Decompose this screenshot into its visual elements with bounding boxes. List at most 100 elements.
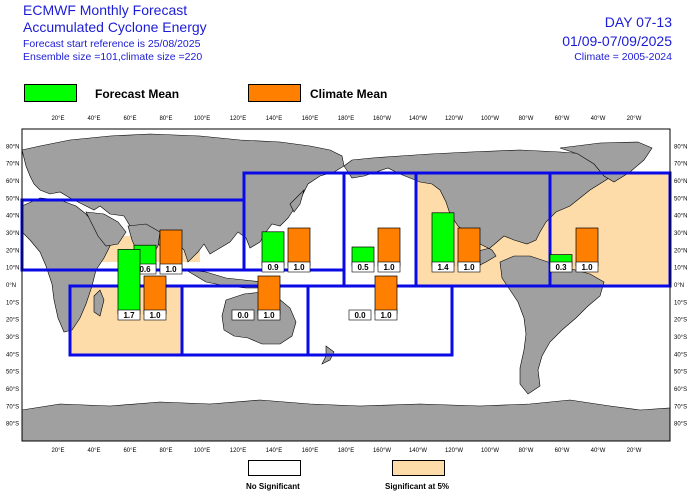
y-tick-label-left: 70°N — [6, 162, 19, 168]
bar-forecast-eastern-north-pacific — [431, 212, 455, 267]
x-tick-label-bottom: 100°W — [481, 448, 499, 454]
title-line-2: Accumulated Cyclone Energy — [23, 19, 207, 35]
y-tick-label-right: 40°S — [674, 352, 687, 358]
x-tick-label-bottom: 100°E — [194, 448, 210, 454]
x-tick-label-top: 100°W — [481, 116, 499, 122]
x-tick-label-bottom: 160°W — [373, 448, 391, 454]
value-label-climate-central-north-pacific: 1.0 — [383, 263, 395, 272]
y-tick-label-right: 60°N — [674, 179, 687, 185]
value-label-climate-eastern-north-pacific: 1.0 — [463, 263, 475, 272]
y-tick-label-right: 50°N — [674, 196, 687, 202]
value-label-forecast-central-north-pacific: 0.5 — [357, 263, 369, 272]
bar-climate-western-north-pacific — [287, 227, 311, 267]
y-tick-label-right: 60°S — [674, 387, 687, 393]
value-box-forecast-central-north-pacific — [351, 261, 375, 273]
value-box-forecast-western-north-pacific — [261, 261, 285, 273]
y-tick-label-left: 10°S — [6, 300, 19, 306]
map-frame — [21, 128, 671, 442]
legend-climate-swatch — [248, 84, 301, 102]
footer-no-significant-label: No Significant — [246, 482, 300, 491]
x-tick-label-bottom: 80°E — [159, 448, 172, 454]
x-tick-label-top: 20°E — [51, 116, 64, 122]
value-label-forecast-south-west-indian: 1.7 — [123, 311, 135, 320]
y-tick-label-left: 80°S — [6, 422, 19, 428]
bar-climate-north-indian — [159, 229, 183, 269]
x-tick-label-top: 100°E — [194, 116, 210, 122]
y-tick-label-left: 50°N — [6, 196, 19, 202]
bar-climate-south-west-indian — [143, 275, 167, 315]
x-tick-label-bottom: 120°E — [230, 448, 246, 454]
x-tick-label-bottom: 140°W — [409, 448, 427, 454]
footer-significant-label: Significant at 5% — [385, 482, 450, 491]
x-tick-label-top: 140°W — [409, 116, 427, 122]
bar-climate-north-atlantic — [575, 227, 599, 267]
bar-forecast-south-west-indian — [117, 249, 141, 315]
y-tick-label-left: 70°S — [6, 404, 19, 410]
legend-climate-label: Climate Mean — [310, 87, 388, 101]
land-europe-asia — [21, 133, 345, 263]
value-label-climate-western-north-pacific: 1.0 — [293, 263, 305, 272]
forecast-start-text: Forecast start reference is 25/08/2025 — [23, 38, 201, 50]
y-tick-label-right: 10°S — [674, 300, 687, 306]
value-label-forecast-australian: 0.0 — [237, 311, 249, 320]
value-label-forecast-western-north-pacific: 0.9 — [267, 263, 279, 272]
y-tick-label-right: 10°N — [674, 266, 687, 272]
value-box-climate-north-indian — [159, 263, 183, 275]
value-label-forecast-north-indian: 0.6 — [139, 265, 151, 274]
y-tick-label-left: 80°N — [6, 144, 19, 150]
x-tick-label-bottom: 80°W — [519, 448, 534, 454]
x-tick-label-top: 160°W — [373, 116, 391, 122]
bar-climate-south-pacific — [374, 275, 398, 315]
legend-forecast-swatch — [24, 84, 77, 102]
y-tick-label-right: 20°N — [674, 248, 687, 254]
y-tick-label-left: 40°N — [6, 214, 19, 220]
bar-climate-australian — [257, 275, 281, 315]
y-tick-label-right: 80°N — [674, 144, 687, 150]
x-tick-label-bottom: 120°W — [445, 448, 463, 454]
value-label-climate-south-west-indian: 1.0 — [149, 311, 161, 320]
bar-series: 0.6 1.0 1.7 1.0 0.0 1.0 0.0 1.0 0.9 1.0 0.5 1.0 1.4 1… — [117, 212, 599, 321]
value-box-forecast-south-west-indian — [117, 309, 141, 321]
value-box-climate-south-west-indian — [143, 309, 167, 321]
value-label-forecast-south-pacific: 0.0 — [354, 311, 366, 320]
x-tick-label-bottom: 60°W — [555, 448, 570, 454]
y-tick-label-left: 10°N — [6, 266, 19, 272]
y-tick-label-left: 60°N — [6, 179, 19, 185]
y-tick-label-right: 30°N — [674, 231, 687, 237]
value-label-forecast-north-atlantic: 0.3 — [555, 263, 567, 272]
x-tick-label-top: 40°E — [87, 116, 100, 122]
x-tick-label-top: 40°W — [591, 116, 606, 122]
y-tick-label-right: 50°S — [674, 370, 687, 376]
value-box-climate-western-north-pacific — [287, 261, 311, 273]
x-tick-label-top: 80°W — [519, 116, 534, 122]
y-tick-label-left: 30°S — [6, 335, 19, 341]
y-tick-label-right: 70°S — [674, 404, 687, 410]
y-tick-label-right: 0°N — [674, 283, 684, 289]
x-tick-label-bottom: 140°E — [266, 448, 282, 454]
title-line-1: ECMWF Monthly Forecast — [23, 2, 188, 18]
y-tick-label-left: 0°N — [6, 283, 16, 289]
day-range-label: DAY 07-13 — [604, 14, 672, 30]
x-tick-label-top: 120°W — [445, 116, 463, 122]
value-box-forecast-north-atlantic — [549, 261, 573, 273]
value-box-forecast-australian — [231, 309, 255, 321]
x-tick-label-top: 20°W — [627, 116, 642, 122]
ensemble-size-text: Ensemble size =101,climate size =220 — [23, 51, 203, 63]
x-tick-label-top: 60°W — [555, 116, 570, 122]
landmasses — [21, 133, 671, 442]
x-tick-label-top: 180°E — [338, 116, 354, 122]
value-label-climate-australian: 1.0 — [263, 311, 275, 320]
land-antarctica — [21, 399, 671, 442]
footer-no-significant-swatch — [248, 460, 301, 476]
climate-period-label: Climate = 2005-2024 — [574, 51, 672, 63]
date-range-label: 01/09-07/09/2025 — [562, 33, 672, 49]
y-tick-label-right: 30°S — [674, 335, 687, 341]
bar-forecast-western-north-pacific — [261, 231, 285, 267]
x-tick-label-bottom: 40°W — [591, 448, 606, 454]
bar-climate-eastern-north-pacific — [457, 227, 481, 267]
x-tick-label-bottom: 160°E — [302, 448, 318, 454]
legend-forecast-label: Forecast Mean — [95, 87, 180, 101]
y-tick-label-left: 40°S — [6, 352, 19, 358]
land-africa — [21, 197, 111, 333]
